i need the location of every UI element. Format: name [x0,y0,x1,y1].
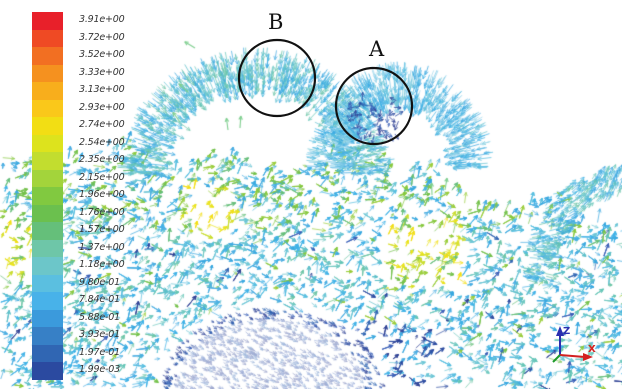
legend-swatch [32,309,63,327]
legend-swatch [32,134,63,152]
legend-swatch [32,29,63,47]
legend-swatch [32,152,63,170]
legend-swatch [32,274,63,292]
region-a-label: A [369,37,385,61]
legend-swatch [32,187,63,205]
legend-entry: 2.74e+00 [32,117,132,135]
legend-label: 1.76e+00 [79,206,125,218]
legend-label: 3.13e+00 [79,84,125,95]
legend-entry: 1.37e+00 [32,239,132,257]
region-b-circle [237,38,317,118]
legend-label: 3.72e+00 [79,31,125,43]
z-axis-label: Z [563,326,570,337]
legend-label: 2.54e+00 [79,136,125,148]
legend-label: 3.52e+00 [79,49,125,60]
legend-swatch [32,239,63,257]
z-axis-arrowhead [556,326,564,336]
legend-label: 3.93e-01 [79,329,120,340]
legend-swatch [32,327,63,345]
legend-entry: 1.96e+00 [32,187,132,205]
legend-label: 5.88e-01 [79,311,120,323]
legend-swatch [32,64,63,82]
legend-label: 3.33e+00 [79,66,125,78]
legend-entry: 3.33e+00 [32,64,132,82]
x-axis-arrowhead [583,353,593,361]
legend-label: 3.91e+00 [79,14,125,25]
legend-entry: 1.99e-03 [32,362,132,380]
legend-swatch [32,117,63,135]
legend-swatch [32,169,63,187]
legend-entry: 2.15e+00 [32,169,132,187]
legend-label: 1.18e+00 [79,259,125,270]
legend-swatch [32,344,63,362]
legend-swatch [32,292,63,310]
legend-label: 1.99e-03 [79,364,120,375]
legend-label: 2.15e+00 [79,171,125,183]
legend-swatch [32,204,63,222]
legend-entry: 3.52e+00 [32,47,132,65]
legend-entry: 3.91e+00 [32,12,132,30]
legend-label: 1.37e+00 [79,241,125,253]
legend-label: 2.35e+00 [79,154,125,165]
legend-entry: 9.80e-01 [32,274,132,292]
legend-entry: 2.35e+00 [32,152,132,170]
legend-swatch [32,99,63,117]
legend-swatch [32,82,63,100]
axis-triad: Z X [552,326,596,363]
x-axis-line [559,354,586,358]
legend-label: 1.96e+00 [79,189,125,200]
legend-entry: 5.88e-01 [32,309,132,327]
x-axis-label: X [588,344,596,355]
legend-label: 2.93e+00 [79,101,125,113]
legend-label: 1.97e-01 [79,346,120,358]
legend-swatch [32,362,63,380]
color-legend: 3.91e+00 3.72e+00 3.52e+00 3.33e+00 3.13e+00… [32,12,132,380]
y-axis-line [552,354,561,363]
region-a-circle [334,66,414,146]
legend-entry: 2.93e+00 [32,99,132,117]
legend-entry: 2.54e+00 [32,134,132,152]
legend-entry: 1.76e+00 [32,204,132,222]
legend-entry: 3.72e+00 [32,29,132,47]
legend-entry: 3.13e+00 [32,82,132,100]
legend-swatch [32,257,63,275]
legend-swatch [32,47,63,65]
region-b-label: B [268,10,284,34]
legend-swatch [32,12,63,30]
legend-label: 7.84e-01 [79,294,120,305]
legend-swatch [32,222,63,240]
legend-label: 1.57e+00 [79,224,125,235]
legend-entry: 3.93e-01 [32,327,132,345]
legend-entry: 7.84e-01 [32,292,132,310]
legend-entry: 1.18e+00 [32,257,132,275]
legend-label: 9.80e-01 [79,276,120,288]
legend-entry: 1.57e+00 [32,222,132,240]
legend-entry: 1.97e-01 [32,344,132,362]
legend-label: 2.74e+00 [79,119,125,130]
